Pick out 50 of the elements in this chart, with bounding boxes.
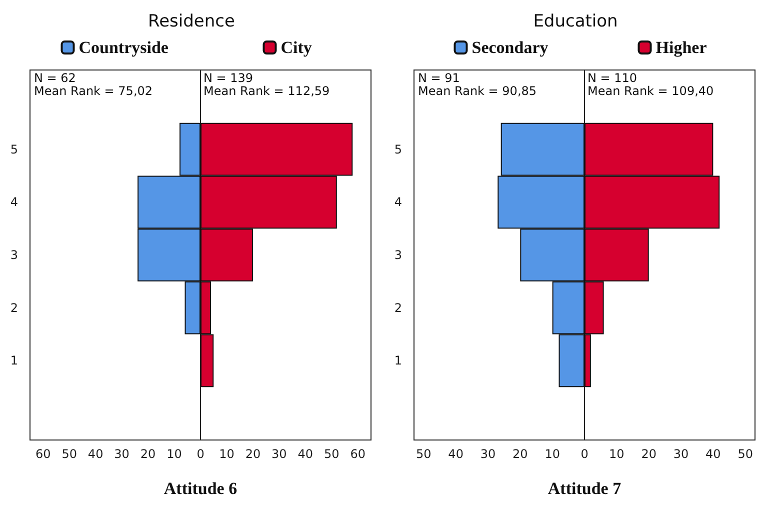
annotation: Mean Rank = 112,59 [204, 84, 330, 98]
x-tick-label: 50 [324, 447, 340, 461]
y-tick-label: 5 [394, 142, 402, 156]
x-axis-title: Attitude 7 [548, 479, 622, 498]
x-tick-label: 60 [35, 447, 51, 461]
y-tick-label: 2 [10, 300, 18, 315]
x-tick-label: 10 [609, 447, 624, 461]
annotation: Mean Rank = 90,85 [418, 84, 537, 98]
legend-label: Secondary [472, 38, 549, 57]
x-tick-label: 20 [641, 447, 656, 461]
x-tick-label: 30 [272, 447, 287, 461]
legend-label: City [280, 38, 312, 57]
x-tick-label: 40 [88, 447, 104, 461]
y-tick-label: 1 [10, 354, 18, 368]
x-tick-label: 50 [738, 447, 753, 461]
x-tick-label: 10 [544, 447, 560, 461]
annotation: N = 62 [34, 71, 76, 85]
annotation: Mean Rank = 75,02 [34, 84, 153, 98]
annotation: N = 110 [588, 71, 638, 85]
x-tick-label: 40 [448, 447, 464, 461]
x-tick-label: 50 [416, 447, 432, 461]
annotation: N = 91 [418, 71, 460, 85]
x-tick-label: 0 [580, 447, 588, 461]
x-tick-label: 10 [166, 447, 182, 461]
chart-title: Residence [148, 12, 235, 32]
y-tick-label: 3 [394, 248, 402, 262]
x-tick-label: 40 [298, 447, 314, 461]
x-tick-label: 20 [140, 447, 156, 461]
chart-title: Education [533, 12, 618, 32]
annotation: Mean Rank = 109,40 [588, 84, 714, 98]
legend-label: Countryside [78, 38, 169, 57]
x-tick-label: 20 [512, 447, 528, 461]
x-tick-label: 30 [480, 447, 496, 461]
y-tick-label: 5 [10, 142, 18, 156]
annotation: N = 139 [204, 71, 254, 85]
y-tick-label: 2 [394, 300, 402, 315]
y-tick-label: 1 [394, 354, 402, 368]
x-tick-label: 30 [673, 447, 689, 461]
x-tick-label: 10 [219, 447, 234, 461]
y-tick-label: 3 [10, 248, 18, 262]
y-tick-label: 4 [394, 195, 402, 210]
legend-label: Higher [656, 38, 708, 57]
x-tick-label: 40 [706, 447, 721, 461]
x-tick-label: 50 [62, 447, 77, 461]
x-tick-label: 30 [114, 447, 130, 461]
x-tick-label: 0 [196, 447, 204, 461]
x-tick-label: 20 [245, 447, 261, 461]
y-tick-label: 4 [10, 195, 18, 210]
x-axis-title: Attitude 6 [164, 479, 238, 498]
x-tick-label: 60 [350, 447, 366, 461]
